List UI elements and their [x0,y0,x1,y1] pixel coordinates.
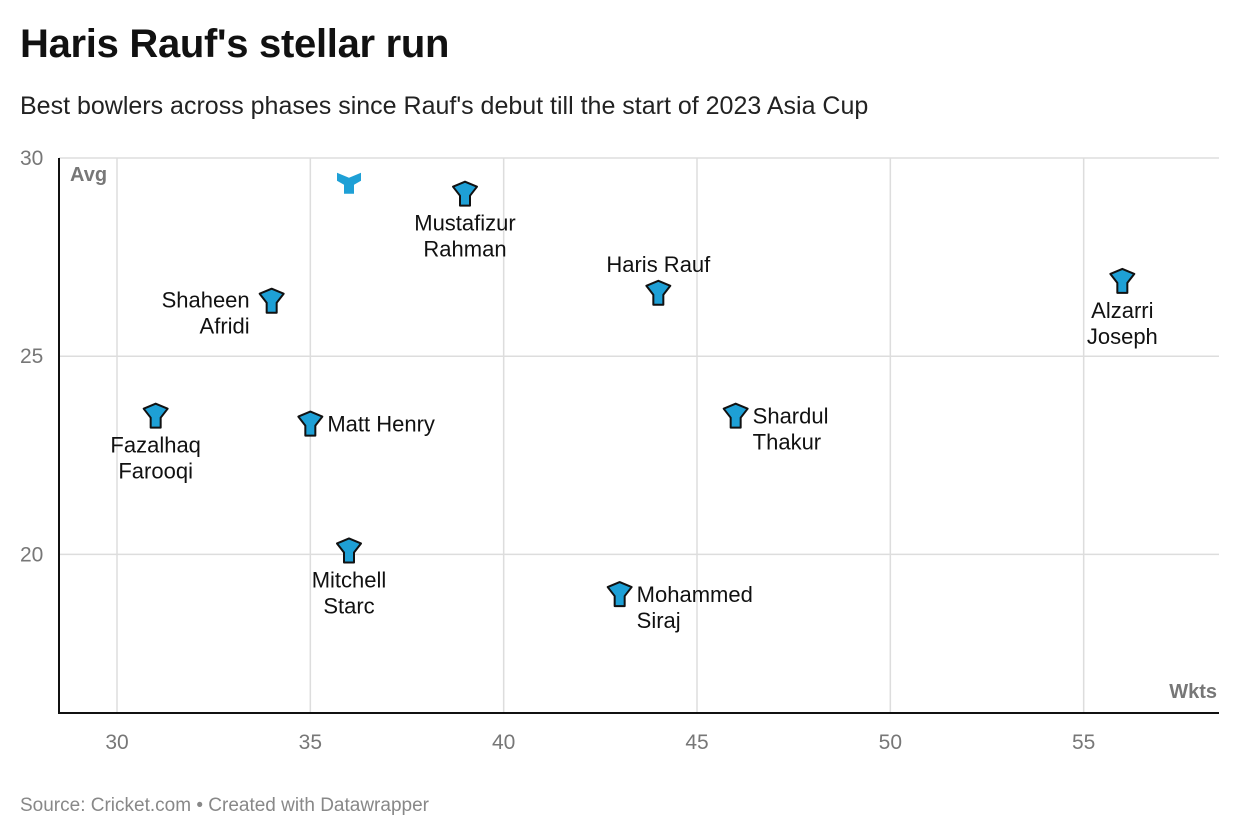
point-label-line: Thakur [753,430,821,455]
point-marker [606,581,633,608]
source-footer: Source: Cricket.com • Created with Dataw… [20,795,429,817]
point-marker [258,287,285,314]
point-label-line: Alzarri [1091,298,1153,323]
point-label: Shardul Thakur [753,404,829,455]
x-tick-label: 40 [492,731,515,754]
point-labels: Mustafizur Rahman Haris Rauf Alzarri Joseph S… [110,211,1157,633]
point-marker [297,410,324,437]
point-marker [645,279,672,306]
grid-lines [59,157,1219,713]
credit-text: Created with Datawrapper [208,795,429,816]
point-label-line: Shardul [753,404,829,429]
chart-subtitle: Best bowlers across phases since Rauf's … [20,92,869,120]
tick-labels: 30 35 40 45 50 55 20 25 30 [20,147,1095,754]
x-axis-title: Wkts [1169,681,1217,703]
point-label-line: Mitchell [312,567,387,592]
point-label-line: Shaheen [162,288,250,313]
point-label: Shaheen Afridi [162,288,250,339]
y-tick-label: 20 [20,543,43,566]
highlight-marker [337,172,361,194]
y-tick-label: 25 [20,345,43,368]
point-label-line: Rahman [423,237,506,262]
point-marker [452,180,478,207]
point-label-line: Mustafizur [414,211,515,236]
chart-title: Haris Rauf's stellar run [20,22,450,66]
point-label: Matt Henry [327,412,435,437]
axes [58,158,1219,714]
point-label: Mustafizur Rahman [414,211,515,262]
x-tick-label: 30 [105,731,128,754]
point-label: Mohammed Siraj [637,582,753,633]
point-label-line: Farooqi [118,459,193,484]
x-tick-label: 55 [1072,731,1095,754]
point-marker [142,402,169,429]
point-label: Alzarri Joseph [1087,298,1158,349]
source-text: Source: Cricket.com [20,795,192,816]
point-marker [1109,267,1136,294]
point-marker [722,402,749,429]
point-label-line: Matt Henry [327,412,435,437]
point-label-line: Fazalhaq [110,433,201,458]
x-tick-label: 35 [299,731,322,754]
axis-titles: Avg Wkts [70,164,1217,703]
point-label-line: Mohammed [637,582,753,607]
x-tick-label: 50 [879,731,902,754]
point-label: Mitchell Starc [312,567,387,618]
point-label-line: Afridi [200,314,250,339]
point-marker [336,537,362,564]
point-label-line: Starc [323,593,374,618]
data-points [142,172,1136,608]
y-axis-title: Avg [70,164,107,186]
point-label: Haris Rauf [606,252,711,277]
point-label-line: Joseph [1087,324,1158,349]
point-label: Fazalhaq Farooqi [110,433,201,484]
footer-separator: • [196,795,203,816]
x-tick-label: 45 [685,731,708,754]
y-tick-label: 30 [20,147,43,170]
point-label-line: Siraj [637,608,681,633]
point-label-line: Haris Rauf [606,252,711,277]
